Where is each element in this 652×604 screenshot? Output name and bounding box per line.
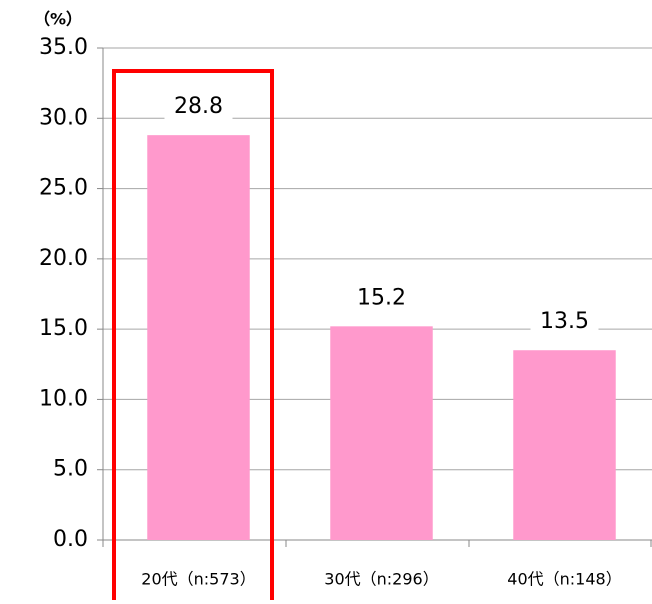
data-label: 13.5 <box>540 309 589 334</box>
y-tick-label: 30.0 <box>39 105 88 130</box>
y-tick-label: 0.0 <box>53 527 88 552</box>
bar <box>330 326 433 540</box>
y-tick-label: 35.0 <box>39 35 88 60</box>
y-unit-label: （%） <box>34 10 82 29</box>
data-label-bg <box>530 307 599 338</box>
highlight-box <box>112 69 274 604</box>
bar <box>513 350 616 540</box>
y-tick-label: 20.0 <box>39 246 88 271</box>
y-tick-label: 15.0 <box>39 316 88 341</box>
data-label-bg <box>164 92 233 123</box>
x-tick-label: 20代（n:573） <box>141 570 255 589</box>
x-tick-label: 40代（n:148） <box>507 570 621 589</box>
data-label: 28.8 <box>174 94 223 119</box>
y-tick-label: 5.0 <box>53 457 88 482</box>
x-tick-label: 30代（n:296） <box>324 570 438 589</box>
data-label-bg <box>347 283 416 314</box>
bar <box>147 135 250 540</box>
y-tick-label: 10.0 <box>39 386 88 411</box>
y-tick-label: 25.0 <box>39 176 88 201</box>
data-label: 15.2 <box>357 285 406 310</box>
